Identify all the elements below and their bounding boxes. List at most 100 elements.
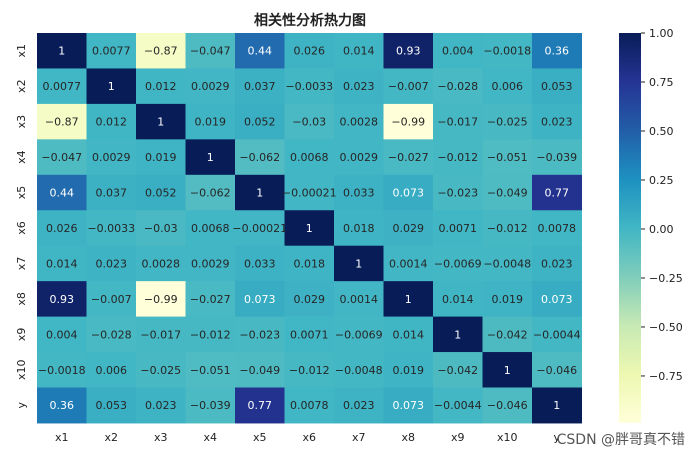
cell-label-x10-x9: −0.042	[437, 364, 478, 377]
heatmap-cell-x1-x1	[37, 33, 87, 69]
heatmap-cell-x1-x2	[86, 33, 137, 69]
heatmap-cell-y-x5	[235, 387, 285, 424]
heatmap-cell-x6-x6	[284, 210, 335, 247]
x-tick-label-y: y	[553, 431, 560, 444]
cell-label-x6-x6: 1	[306, 222, 313, 235]
heatmap-cell-y-x7	[334, 387, 384, 424]
heatmap-cell-x6-x8	[383, 210, 434, 247]
cell-label-x7-x4: 0.0029	[191, 257, 230, 270]
heatmap-cell-x5-x2	[86, 174, 137, 211]
heatmap-cell-x5-x1	[37, 174, 87, 211]
heatmap-cell-x4-x5	[235, 139, 285, 176]
chart-title: 相关性分析热力图	[254, 12, 366, 29]
cell-label-x10-x8: 0.019	[393, 364, 425, 377]
heatmap-cell-x1-x10	[482, 33, 533, 69]
cell-label-x1-x9: 0.004	[442, 45, 474, 58]
heatmap-cell-x2-x10	[482, 68, 533, 105]
x-tick-label-x8: x8	[401, 431, 415, 444]
heatmap-cell-x3-y	[532, 103, 582, 140]
cell-label-y-x6: 0.0078	[290, 399, 329, 412]
heatmap-cell-x1-x4	[185, 33, 236, 69]
heatmap-cell-x8-x6	[284, 281, 335, 318]
cell-label-x5-x6: −0.00021	[282, 187, 337, 200]
cell-label-x4-x3: 0.019	[145, 151, 177, 164]
cell-label-x2-x7: 0.023	[343, 80, 375, 93]
cell-label-x10-x5: −0.049	[239, 364, 280, 377]
cell-label-x9-x5: −0.023	[239, 328, 280, 341]
cell-label-x9-x1: 0.004	[46, 328, 78, 341]
cell-label-x9-x8: 0.014	[393, 328, 425, 341]
cell-label-x6-x1: 0.026	[46, 222, 78, 235]
cell-label-x8-x1: 0.93	[50, 293, 75, 306]
heatmap-cell-y-y	[532, 387, 582, 424]
cell-label-x7-x3: 0.0028	[142, 257, 181, 270]
heatmap-cell-x8-x7	[334, 281, 384, 318]
heatmap-cell-x10-x1	[37, 352, 87, 388]
heatmap-cell-x9-x6	[284, 316, 335, 353]
heatmap-cell-x3-x5	[235, 103, 285, 140]
cell-label-x2-x9: −0.028	[437, 80, 478, 93]
cell-label-y-x9: −0.0044	[434, 399, 482, 412]
heatmap-cell-x8-x2	[86, 281, 137, 318]
heatmap-cell-x5-y	[532, 174, 582, 211]
heatmap-cell-x9-x8	[383, 316, 434, 353]
heatmap-cell-x6-x1	[37, 210, 87, 247]
x-tick-label-x5: x5	[253, 431, 267, 444]
heatmap-cell-y-x8	[383, 387, 434, 424]
cell-label-x7-x5: 0.033	[244, 257, 276, 270]
colorbar-tick-label: 0.00	[649, 223, 674, 236]
heatmap-cell-x2-x2	[86, 68, 137, 105]
heatmap-cell-x5-x8	[383, 174, 434, 211]
heatmap-cell-x2-x3	[136, 68, 186, 105]
cell-label-x1-x4: −0.047	[190, 45, 231, 58]
heatmap-cell-x4-y	[532, 139, 582, 176]
cell-label-x8-x8: 1	[405, 293, 412, 306]
heatmap-cell-x6-x2	[86, 210, 137, 247]
x-tick-label-x1: x1	[55, 431, 69, 444]
heatmap-cell-x2-x7	[334, 68, 384, 105]
heatmap-cell-x5-x6	[284, 174, 335, 211]
heatmap-cell-x6-y	[532, 210, 582, 247]
cell-label-y-x2: 0.053	[96, 399, 128, 412]
x-tick-label-x9: x9	[451, 431, 465, 444]
cell-label-x3-x10: −0.025	[487, 116, 528, 129]
heatmap-cell-x5-x10	[482, 174, 533, 211]
heatmap-cell-x2-y	[532, 68, 582, 105]
cell-label-x2-x1: 0.0077	[43, 80, 82, 93]
heatmap-cell-x2-x1	[37, 68, 87, 105]
cell-label-x8-x7: 0.0014	[340, 293, 379, 306]
heatmap-cell-x9-x9	[433, 316, 483, 353]
heatmap-cell-x3-x3	[136, 103, 186, 140]
heatmap-cell-y-x2	[86, 387, 137, 424]
cell-label-x5-x7: 0.033	[343, 187, 375, 200]
cell-label-x10-x10: 1	[504, 364, 511, 377]
cell-label-y-x3: 0.023	[145, 399, 177, 412]
x-tick-label-x6: x6	[302, 431, 316, 444]
heatmap-cell-x8-x8	[383, 281, 434, 318]
colorbar-tick-label: 0.25	[649, 174, 674, 187]
heatmap-cell-x4-x10	[482, 139, 533, 176]
cell-label-x7-x6: 0.018	[294, 257, 326, 270]
x-axis-ticks: x1 x2 x3 x4 x5 x6 x7 x8 x9 x10 y	[55, 431, 561, 444]
heatmap-cell-x10-x9	[433, 352, 483, 388]
cell-label-x5-x2: 0.037	[96, 187, 128, 200]
cell-label-x8-x3: −0.99	[144, 293, 178, 306]
cell-label-x7-x1: 0.014	[46, 257, 78, 270]
heatmap-cell-x4-x7	[334, 139, 384, 176]
cell-label-x8-y: 0.073	[541, 293, 573, 306]
cell-label-x5-x5: 1	[256, 187, 263, 200]
heatmap-cell-x10-x2	[86, 352, 137, 388]
heatmap-cell-x9-x2	[86, 316, 137, 353]
cell-label-y-y: 1	[553, 399, 560, 412]
heatmap-cell-x4-x4	[185, 139, 236, 176]
cell-label-x9-x10: −0.042	[487, 328, 528, 341]
cell-label-x6-x9: 0.0071	[439, 222, 478, 235]
heatmap-cell-x1-x9	[433, 33, 483, 69]
y-tick-label-x10: x10	[15, 360, 28, 381]
cell-label-x3-x3: 1	[157, 116, 164, 129]
colorbar-tick-label: −0.50	[649, 321, 683, 334]
heatmap-cell-x1-x5	[235, 33, 285, 69]
cell-label-x9-x2: −0.028	[91, 328, 132, 341]
cell-label-x10-x1: −0.0018	[38, 364, 86, 377]
cell-label-x7-x7: 1	[355, 257, 362, 270]
